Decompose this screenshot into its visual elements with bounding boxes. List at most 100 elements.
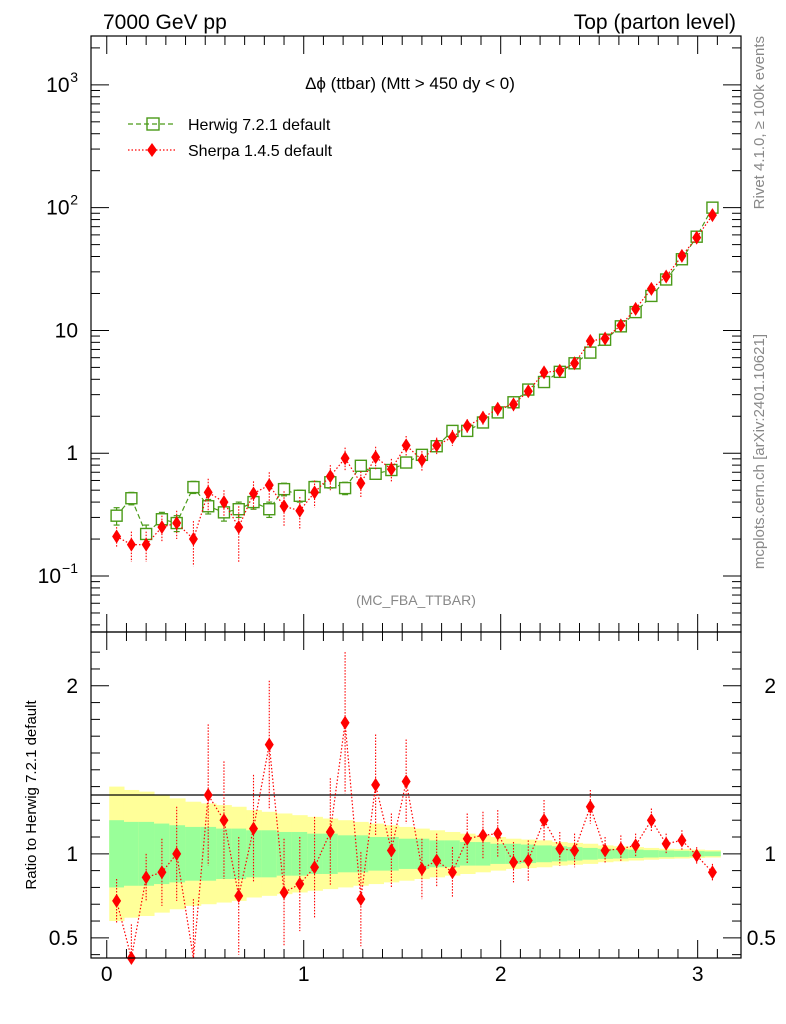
ratio-sherpa-point	[386, 843, 396, 858]
sherpa-point	[509, 397, 518, 412]
ratio-sherpa-point	[509, 855, 518, 870]
ratio-band-inner	[216, 828, 232, 880]
ratio-sherpa-point	[616, 841, 626, 856]
ratio-band-inner	[658, 850, 675, 858]
sherpa-point	[417, 453, 427, 468]
sherpa-point	[340, 451, 350, 466]
ratio-sherpa-point	[677, 833, 687, 848]
ratio-sherpa-point	[203, 788, 213, 802]
header-right: Top (parton level)	[574, 11, 736, 34]
sherpa-point	[141, 537, 151, 552]
ratio-band-inner	[231, 828, 247, 880]
sherpa-point	[371, 450, 381, 465]
herwig-point	[354, 459, 368, 472]
ratio-band-inner	[628, 849, 644, 859]
herwig-point	[125, 492, 138, 505]
sherpa-point	[432, 438, 442, 453]
sherpa-point	[616, 318, 626, 333]
sherpa-point	[646, 281, 656, 296]
herwig-point	[187, 480, 200, 494]
sherpa-point	[356, 476, 366, 491]
x-tick-label: 2	[495, 963, 507, 986]
herwig-point	[263, 503, 276, 516]
sherpa-point	[462, 418, 472, 433]
sherpa-point	[401, 438, 411, 453]
main-y-tick-exponent: 3	[70, 69, 78, 85]
sherpa-line	[116, 214, 713, 546]
ratio-sherpa-point	[172, 846, 182, 861]
ratio-y-tick-label-left: 0.5	[49, 927, 78, 950]
ratio-band-inner	[704, 851, 721, 857]
ratio-sherpa-point	[112, 893, 122, 908]
ratio-band-inner	[505, 843, 522, 864]
plot-title: Δϕ (ttbar) (Mtt > 450 dy < 0)	[305, 74, 515, 93]
legend: Herwig 7.2.1 default Sherpa 1.4.5 defaul…	[128, 117, 333, 160]
ratio-panel: 0.5 0.5 1 1 2 2 Ratio to Herwig 7.2.1 default	[23, 631, 776, 965]
herwig-point	[584, 346, 597, 359]
sherpa-point	[707, 208, 717, 223]
ratio-y-tick-label-left: 1	[66, 843, 78, 866]
sherpa-point	[631, 301, 641, 316]
ratio-sherpa-point	[523, 853, 533, 868]
main-y-tick-label: 10	[46, 74, 69, 97]
sherpa-point	[570, 356, 580, 371]
sherpa-point	[295, 503, 305, 518]
ratio-sherpa-point	[417, 861, 427, 876]
ratio-sherpa-point	[661, 836, 671, 851]
ratio-band-inner	[582, 847, 599, 860]
sherpa-point	[600, 331, 610, 346]
sherpa-point	[234, 520, 244, 535]
legend-marker-herwig	[128, 117, 176, 131]
herwig-point	[277, 482, 291, 496]
x-tick-label: 1	[298, 963, 310, 986]
ratio-sherpa-point	[325, 824, 335, 839]
herwig-point	[293, 489, 306, 503]
ratio-sherpa-point	[219, 813, 229, 828]
sherpa-point	[264, 478, 274, 493]
sherpa-point	[539, 365, 549, 380]
x-tick-label: 3	[692, 963, 704, 986]
ratio-band-inner	[643, 850, 660, 858]
sherpa-point	[692, 230, 702, 245]
x-tick-label: 0	[101, 963, 113, 986]
ratio-sherpa-point	[432, 853, 442, 868]
ratio-sherpa-point	[401, 774, 411, 789]
ratio-band-inner	[368, 837, 384, 871]
main-y-tick-label: 10	[46, 197, 69, 220]
main-y-tick-exponent: −1	[62, 560, 78, 576]
ratio-sherpa-point	[340, 715, 350, 730]
herwig-point	[399, 456, 413, 469]
sherpa-point	[325, 469, 335, 484]
ratio-sherpa-point	[600, 843, 610, 858]
main-y-tick-label: 1	[66, 442, 78, 465]
ratio-sherpa-point	[295, 877, 305, 892]
ratio-band-inner	[337, 835, 354, 873]
ratio-sherpa-point	[264, 737, 274, 752]
legend-label-sherpa: Sherpa 1.4.5 default	[188, 143, 333, 160]
sherpa-point	[203, 485, 213, 500]
ratio-band-inner	[291, 831, 308, 876]
ratio-sherpa-point	[279, 885, 289, 900]
sherpa-point	[523, 384, 533, 399]
sherpa-point	[112, 529, 122, 544]
ratio-band-inner	[109, 820, 125, 888]
ratio-sherpa-point	[493, 826, 503, 841]
ratio-sherpa-point	[692, 848, 702, 863]
sherpa-point	[188, 532, 198, 547]
ratio-sherpa-line	[116, 722, 713, 959]
ratio-sherpa-point	[539, 813, 549, 828]
ratio-band-inner	[536, 845, 553, 863]
sherpa-point	[386, 462, 396, 477]
ratio-band-inner	[261, 830, 278, 878]
ratio-y-tick-label-left: 2	[66, 675, 78, 698]
ratio-band-inner	[398, 838, 415, 869]
ratio-sherpa-point	[310, 860, 320, 875]
main-y-tick-exponent: 2	[70, 192, 78, 208]
ratio-sherpa-point	[585, 799, 595, 814]
ratio-sherpa-point	[478, 828, 488, 843]
ratio-band-inner	[490, 843, 507, 864]
ratio-y-tick-label-right: 0.5	[747, 927, 776, 950]
ratio-band-inner	[123, 821, 140, 886]
sherpa-point	[555, 363, 565, 378]
